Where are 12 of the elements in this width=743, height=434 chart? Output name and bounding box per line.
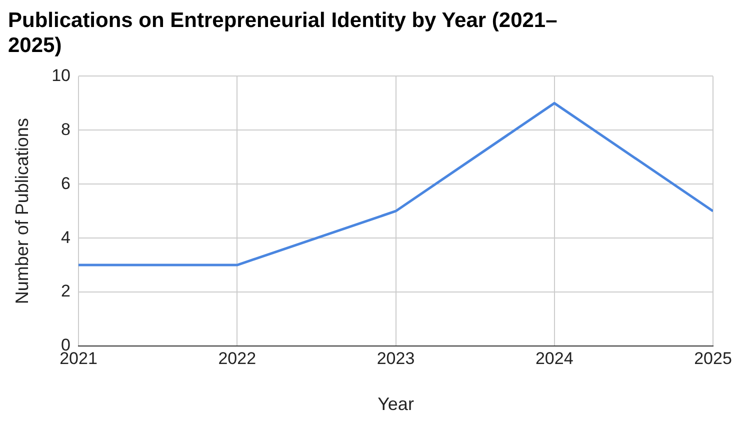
- x-tick-label: 2024: [535, 348, 574, 368]
- x-tick-label: 2023: [376, 348, 415, 368]
- y-tick-label: 4: [61, 228, 71, 247]
- x-axis-title: Year: [378, 394, 414, 414]
- y-axis-title: Number of Publications: [12, 118, 32, 304]
- x-tick-label: 2025: [694, 348, 732, 368]
- y-tick-label: 10: [52, 66, 71, 85]
- x-tick-label: 2022: [218, 348, 256, 368]
- y-tick-label: 8: [61, 120, 71, 139]
- y-tick-label: 6: [61, 174, 71, 193]
- chart-title: Publications on Entrepreneurial Identity by Year (2021–2025): [8, 8, 558, 58]
- y-tick-label: 2: [61, 282, 71, 301]
